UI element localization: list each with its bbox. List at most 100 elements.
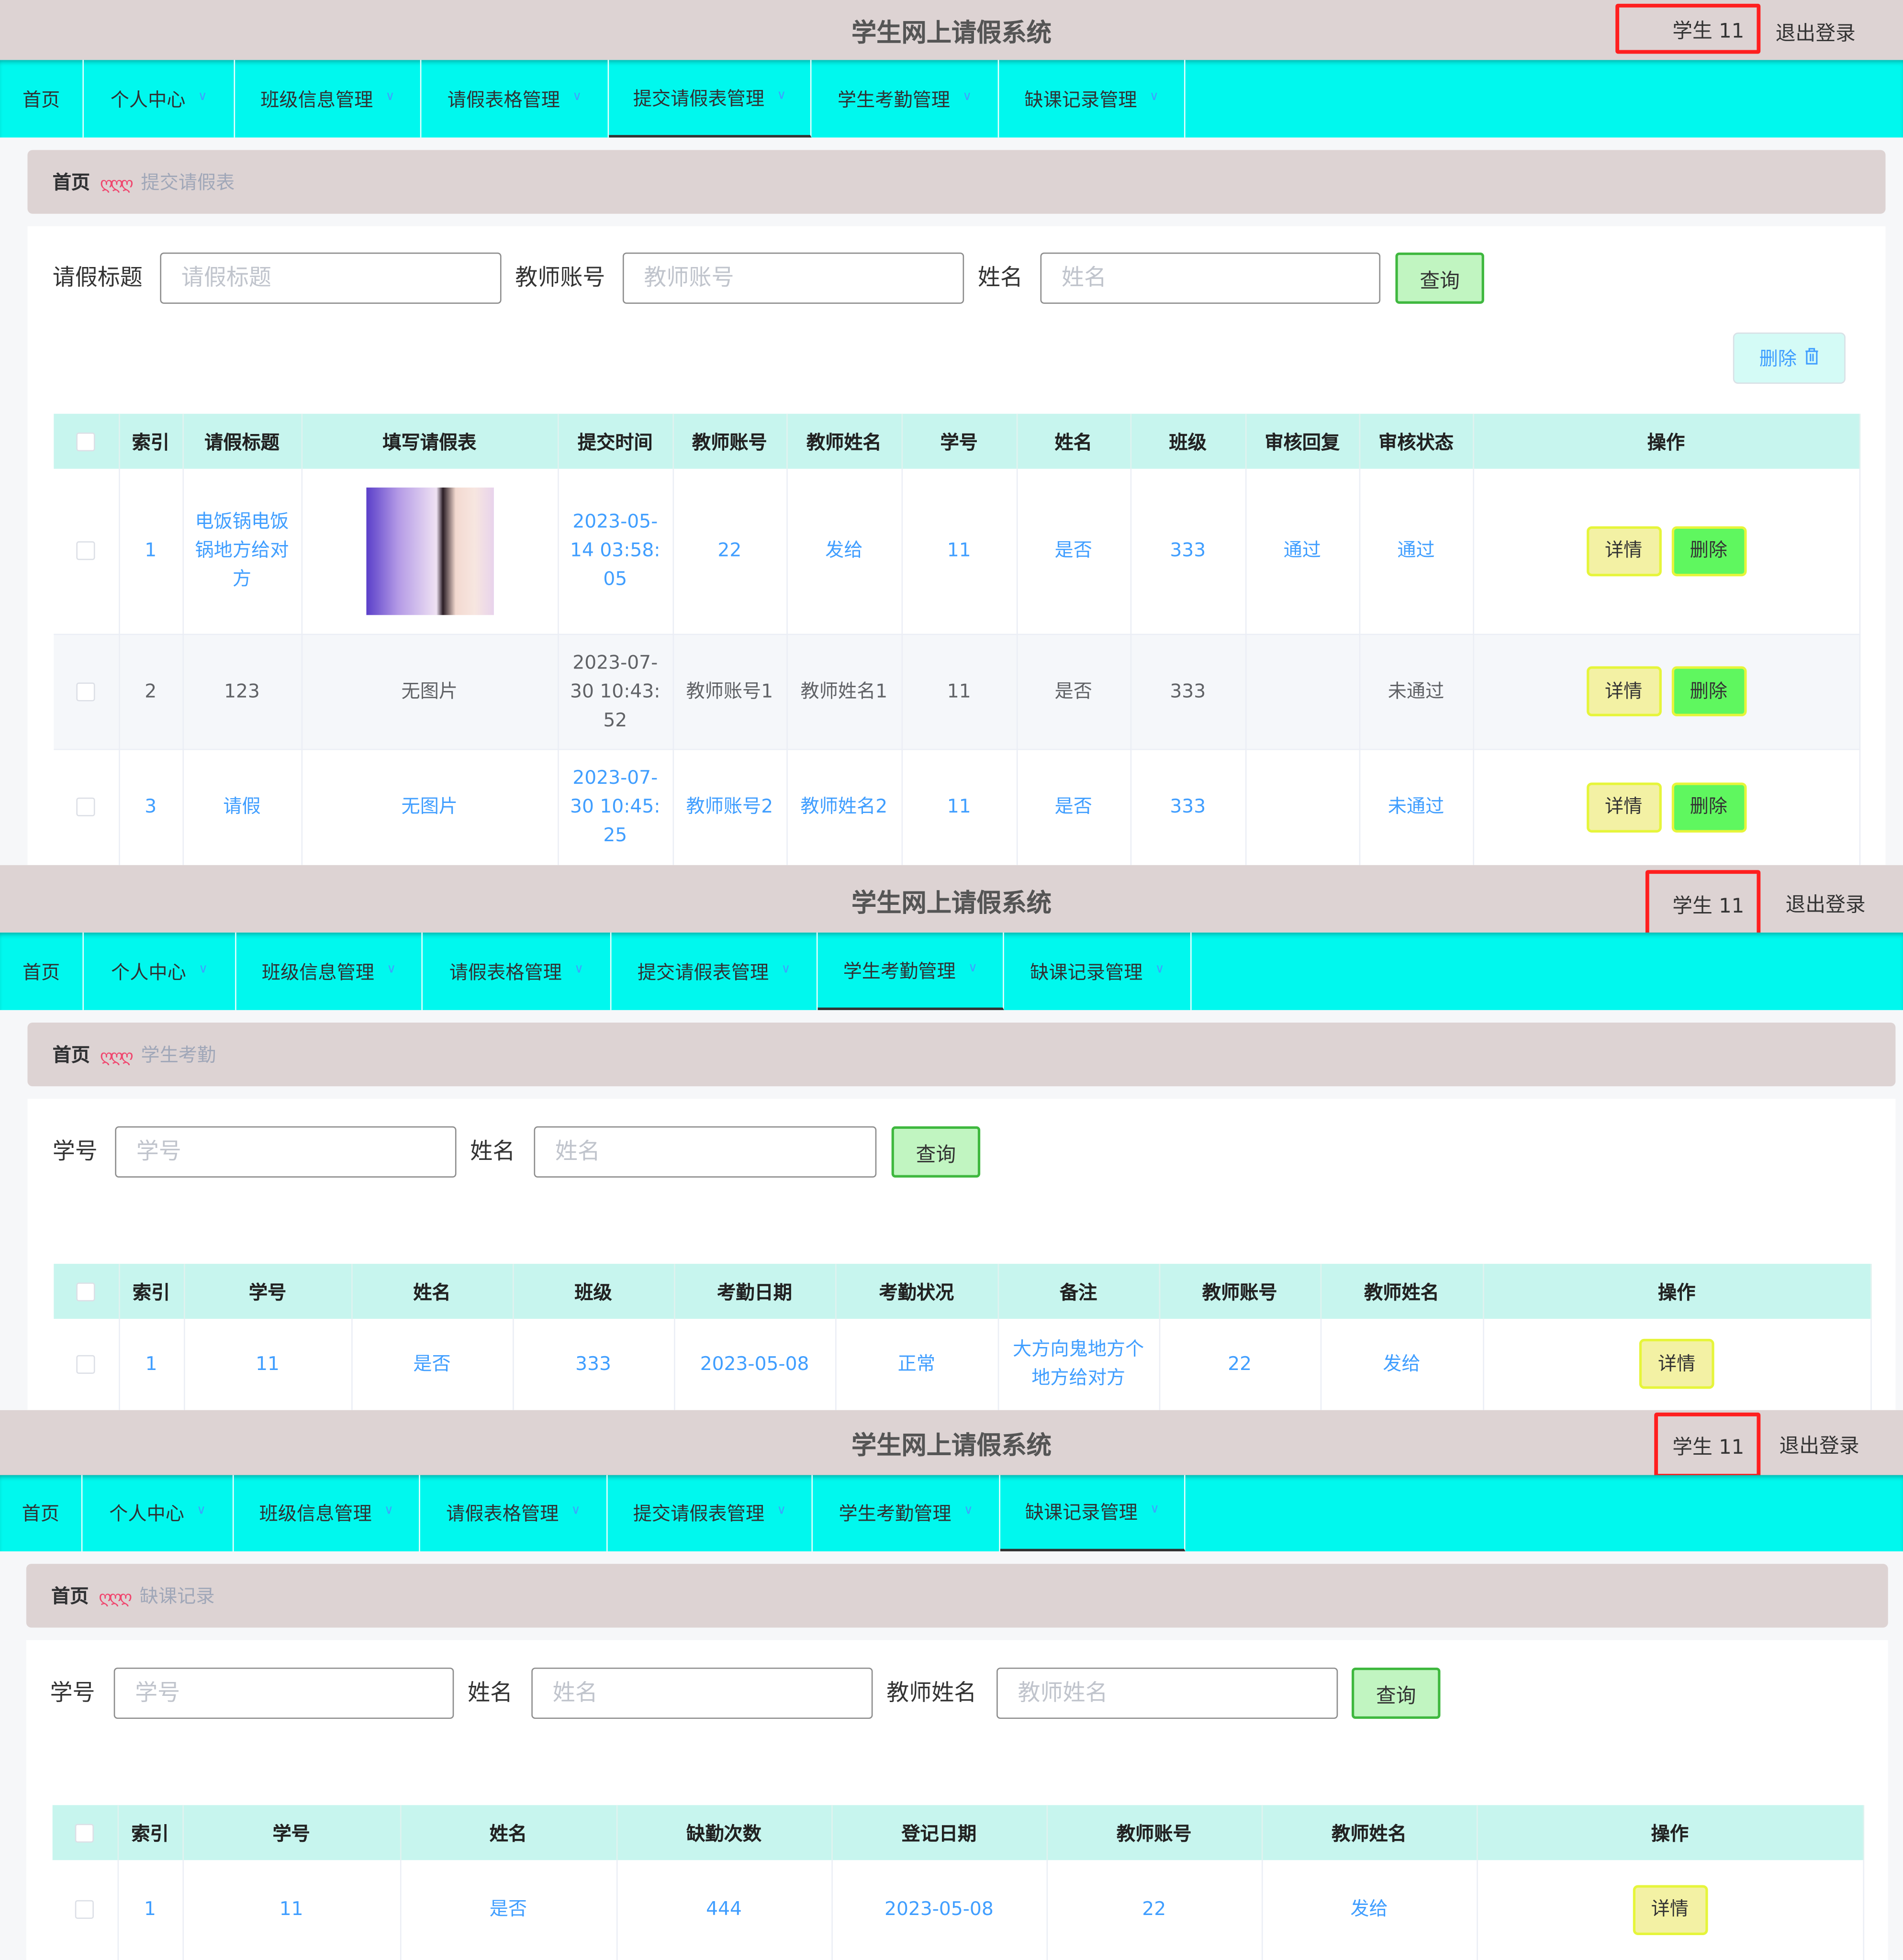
select-all-cell [54, 413, 120, 469]
nav-item-label: 首页 [22, 88, 60, 111]
search-label: 学号 [50, 1680, 95, 1706]
current-user[interactable]: 学生 11 [1645, 870, 1761, 936]
nav-item[interactable]: 提交请假表管理 ∨ [609, 60, 812, 138]
actions-cell: 详情 删除 [1473, 634, 1860, 750]
chevron-down-icon: ∨ [777, 88, 786, 102]
row-checkbox[interactable] [77, 682, 96, 701]
query-button[interactable]: 查询 [891, 1126, 981, 1178]
search-input[interactable] [160, 252, 502, 304]
nav-item[interactable]: 请假表格管理 ∨ [421, 60, 609, 138]
table-cell: 大方向鬼地方个地方给对方 [997, 1319, 1160, 1410]
nav-item[interactable]: 学生考勤管理 ∨ [813, 1475, 1000, 1551]
logout-link[interactable]: 退出登录 [1779, 1434, 1859, 1458]
nav-item-label: 学生考勤管理 [837, 88, 951, 111]
page-panel: 学生网上请假系统 学生 11 退出登录 首页 个人中心 ∨ 班级信息管理 ∨ 请假表格管理 ∨ 提交… [0, 1410, 1903, 1960]
search-input[interactable] [534, 1126, 877, 1178]
table-cell: 是否 [351, 1319, 514, 1410]
top-header: 学生网上请假系统 学生 11 退出登录 [0, 1410, 1903, 1478]
nav-item[interactable]: 请假表格管理 ∨ [420, 1475, 608, 1551]
query-button[interactable]: 查询 [1395, 252, 1484, 304]
chevron-down-icon: ∨ [198, 89, 207, 103]
column-header: 填写请假表 [301, 413, 559, 469]
nav-item[interactable]: 班级信息管理 ∨ [234, 1475, 420, 1551]
nav-item-label: 个人中心 [109, 1503, 184, 1526]
table-cell: 11 [901, 468, 1018, 635]
nav-item[interactable]: 首页 [0, 1475, 83, 1551]
search-input[interactable] [113, 1667, 454, 1719]
table-cell [301, 468, 559, 635]
batch-delete-button[interactable]: 删除 [1733, 332, 1846, 384]
detail-button[interactable]: 详情 [1639, 1339, 1714, 1390]
nav-item-label: 提交请假表管理 [633, 1503, 765, 1526]
nav-item-label: 缺课记录管理 [1030, 960, 1143, 983]
search-input[interactable] [622, 252, 964, 304]
breadcrumb-home[interactable]: 首页 [52, 1044, 90, 1067]
detail-button[interactable]: 详情 [1586, 782, 1661, 832]
column-header: 考勤日期 [674, 1264, 836, 1319]
chevron-down-icon: ∨ [781, 962, 791, 976]
nav-item-label: 提交请假表管理 [633, 87, 765, 110]
detail-button[interactable]: 详情 [1586, 666, 1661, 716]
row-select-cell [54, 1319, 120, 1410]
delete-button[interactable]: 删除 [1671, 526, 1746, 576]
table-cell: 333 [1130, 748, 1246, 865]
breadcrumb-current: 学生考勤 [141, 1044, 216, 1067]
logout-link[interactable]: 退出登录 [1785, 892, 1866, 916]
delete-button[interactable]: 删除 [1671, 666, 1746, 716]
current-user-label: 学生 11 [1672, 19, 1745, 43]
table-cell: 11 [182, 1860, 401, 1960]
search-input[interactable] [115, 1126, 457, 1178]
leave-form-photo[interactable] [366, 487, 493, 615]
detail-button[interactable]: 详情 [1632, 1884, 1708, 1935]
app-title: 学生网上请假系统 [851, 17, 1052, 48]
nav-item[interactable]: 缺课记录管理 ∨ [1004, 932, 1192, 1010]
current-user-label: 学生 11 [1672, 893, 1745, 917]
search-input[interactable] [996, 1667, 1338, 1719]
select-all-checkbox[interactable] [75, 1824, 94, 1843]
row-checkbox[interactable] [77, 541, 96, 561]
nav-item-label: 缺课记录管理 [1025, 1501, 1138, 1524]
nav-item[interactable]: 班级信息管理 ∨ [236, 932, 423, 1010]
logout-link[interactable]: 退出登录 [1775, 21, 1856, 45]
current-user[interactable]: 学生 11 [1654, 1413, 1761, 1478]
nav-item[interactable]: 首页 [0, 932, 84, 1010]
current-user[interactable]: 学生 11 [1615, 3, 1761, 54]
query-button[interactable]: 查询 [1352, 1667, 1441, 1719]
row-checkbox[interactable] [75, 1900, 94, 1919]
detail-button[interactable]: 详情 [1586, 526, 1661, 576]
breadcrumb-home[interactable]: 首页 [52, 171, 90, 194]
row-checkbox[interactable] [77, 797, 96, 816]
nav-item[interactable]: 个人中心 ∨ [82, 1475, 234, 1551]
nav-item[interactable]: 学生考勤管理 ∨ [811, 60, 999, 138]
search-label: 姓名 [470, 1138, 515, 1165]
search-label: 请假标题 [52, 265, 143, 291]
nav-item-label: 首页 [22, 960, 60, 983]
nav-item[interactable]: 提交请假表管理 ∨ [608, 1475, 813, 1551]
nav-item-label: 个人中心 [111, 960, 186, 983]
chevron-down-icon: ∨ [384, 1503, 394, 1518]
nav-item[interactable]: 学生考勤管理 ∨ [817, 932, 1004, 1010]
search-input[interactable] [1040, 252, 1381, 304]
select-all-checkbox[interactable] [77, 1282, 96, 1302]
nav-item[interactable]: 个人中心 ∨ [84, 932, 236, 1010]
nav-item[interactable]: 个人中心 ∨ [84, 60, 235, 138]
breadcrumb-home[interactable]: 首页 [51, 1585, 89, 1608]
search-input[interactable] [531, 1667, 873, 1719]
delete-button[interactable]: 删除 [1671, 782, 1746, 832]
select-all-checkbox[interactable] [77, 432, 96, 452]
nav-item[interactable]: 请假表格管理 ∨ [423, 932, 612, 1010]
heart-separator-icon: ღღღ [100, 1047, 134, 1067]
table-cell: 发给 [1261, 1860, 1478, 1960]
nav-item[interactable]: 缺课记录管理 ∨ [1000, 1475, 1186, 1551]
row-checkbox[interactable] [77, 1355, 96, 1374]
nav-item[interactable]: 缺课记录管理 ∨ [999, 60, 1186, 138]
table-cell: 是否 [1016, 634, 1131, 750]
column-header: 备注 [997, 1264, 1160, 1319]
nav-item[interactable]: 班级信息管理 ∨ [235, 60, 422, 138]
table-cell: 未通过 [1359, 748, 1474, 865]
nav-item[interactable]: 提交请假表管理 ∨ [611, 932, 818, 1010]
chevron-down-icon: ∨ [574, 962, 584, 976]
nav-item[interactable]: 首页 [0, 60, 84, 138]
chevron-down-icon: ∨ [387, 962, 396, 976]
actions-cell: 详情 删除 [1473, 748, 1860, 865]
